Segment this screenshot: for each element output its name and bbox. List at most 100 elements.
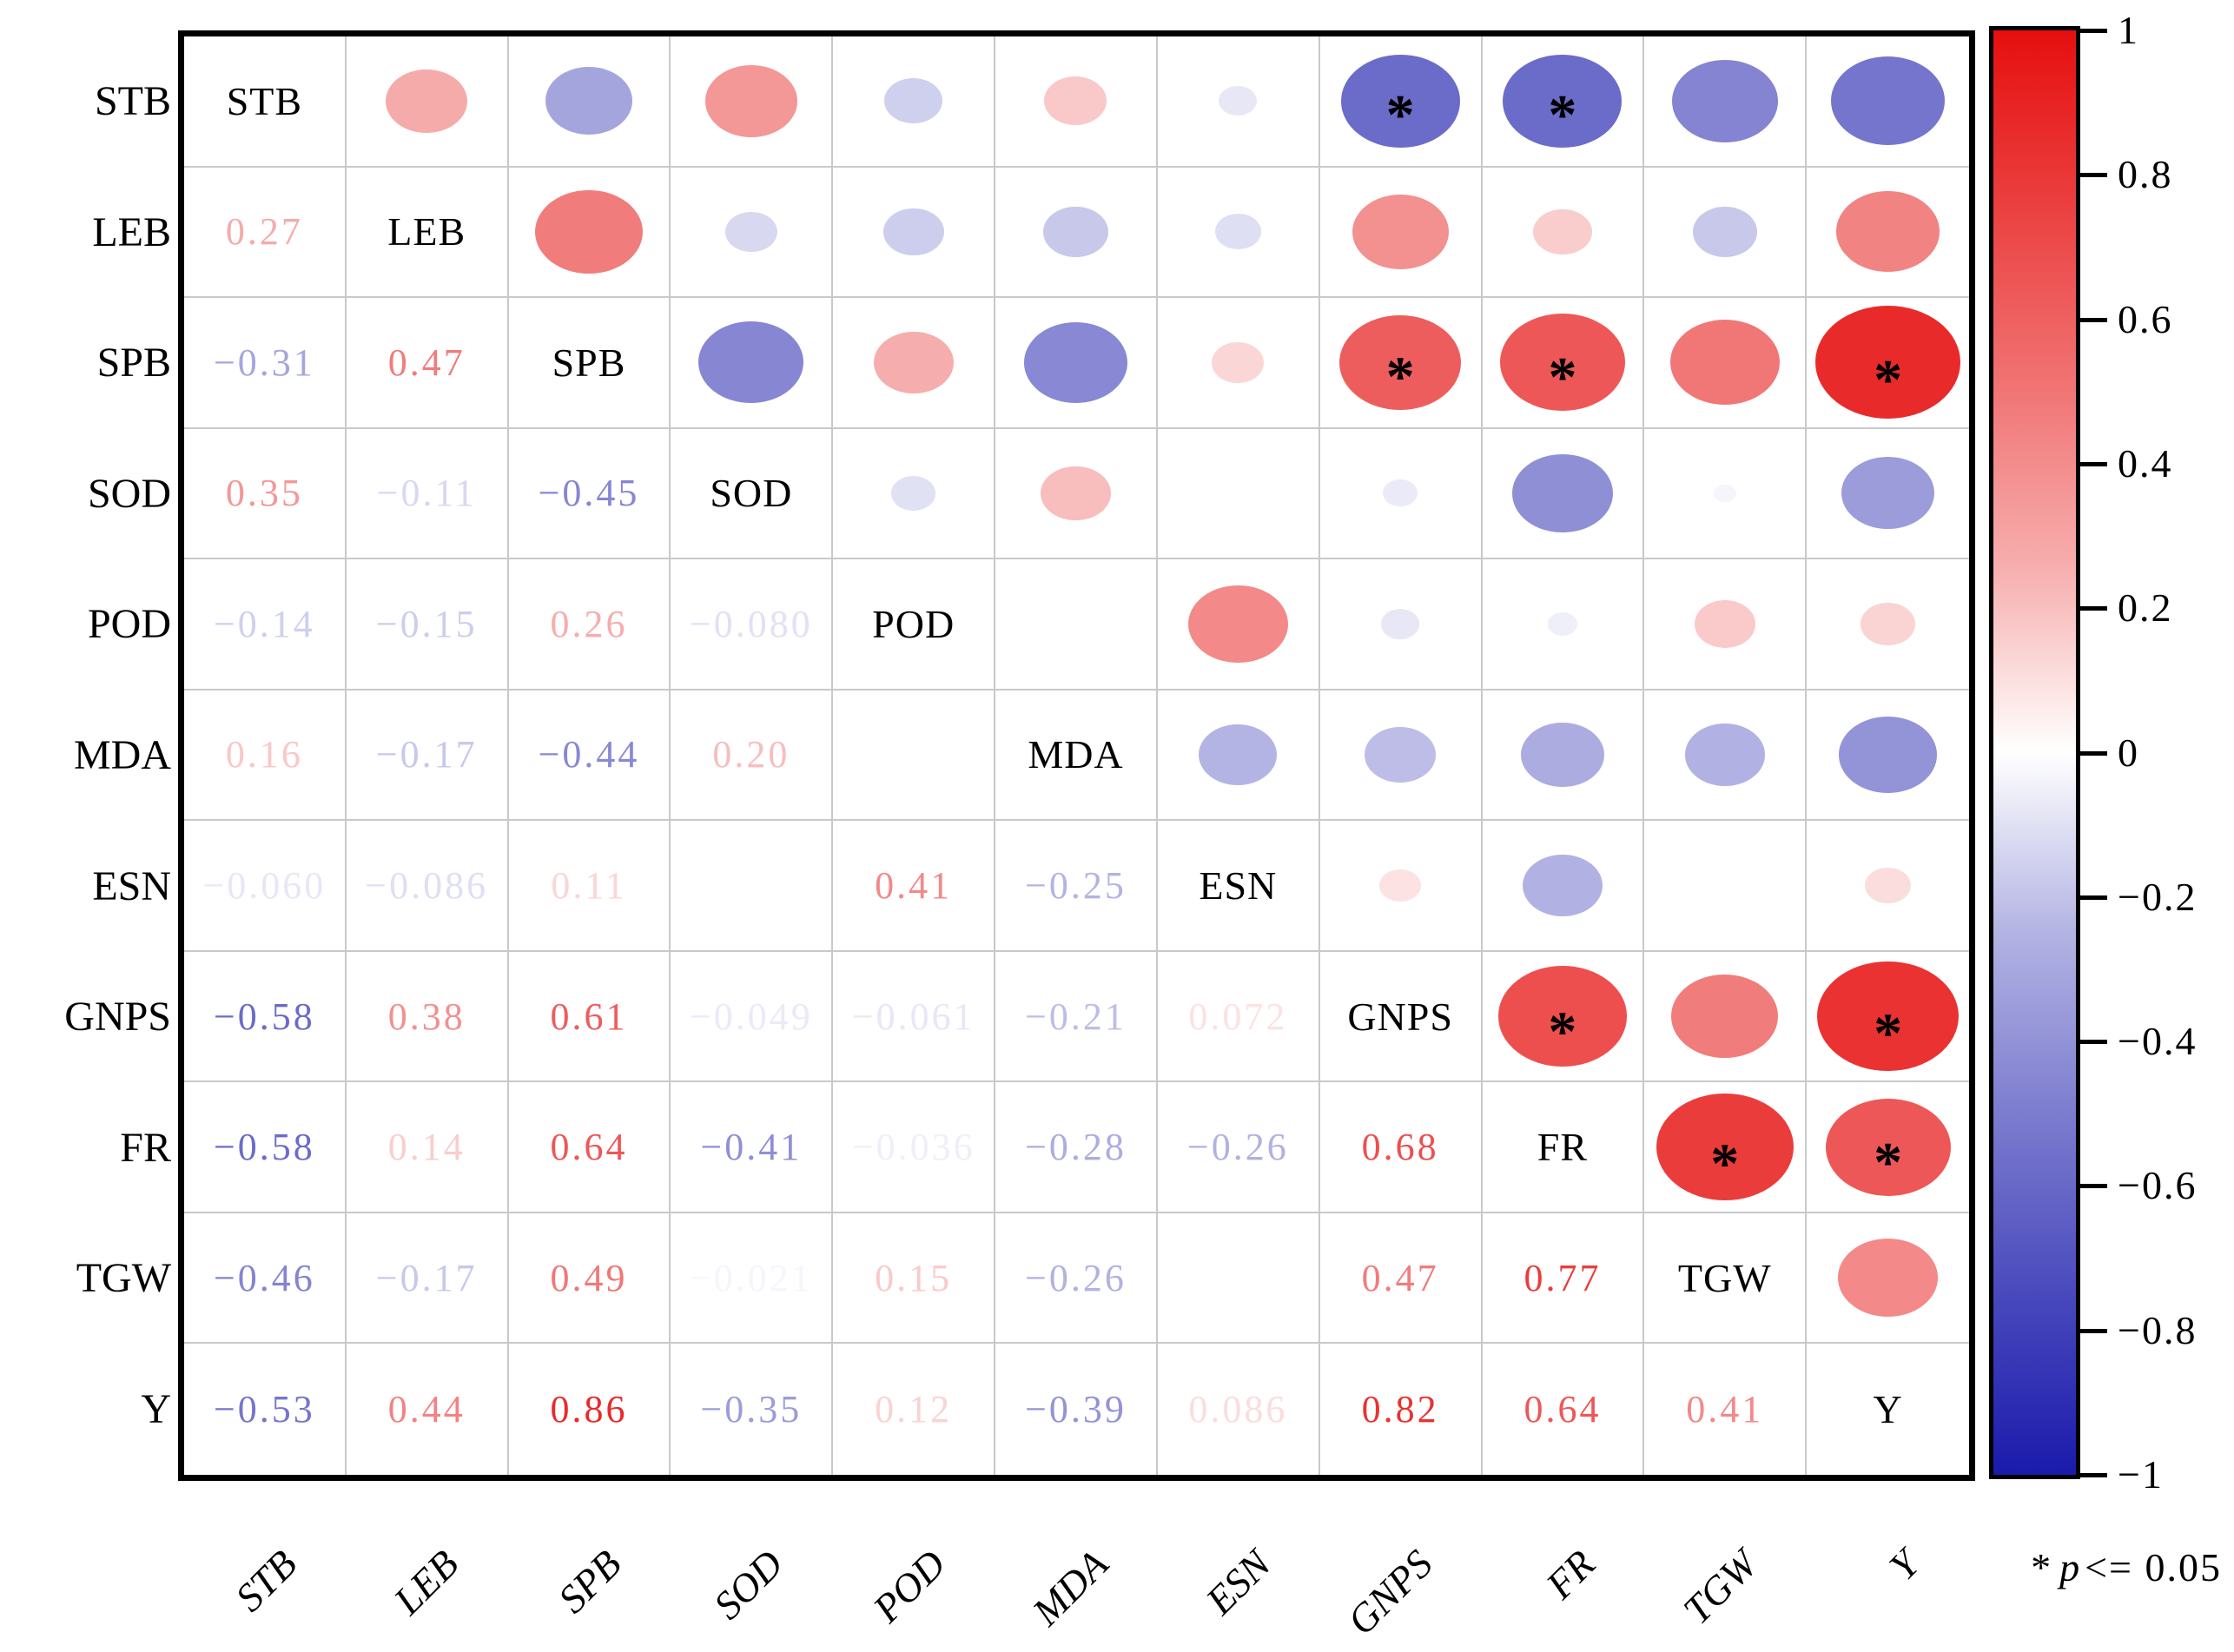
correlation-circle-LEB-TGW [1692,206,1757,257]
colorbar-tick [2076,1328,2107,1333]
correlation-circle-STB-POD [884,78,943,124]
correlation-circle-POD-TGW [1694,600,1755,648]
correlation-circle-SPB-GNPS: * [1338,314,1462,410]
corr-cell-SPB-LEB: 0.47 [346,298,509,429]
corr-cell-POD-SPB: 0.26 [508,559,671,691]
corr-cell-STB-STB: STB [184,36,347,168]
colorbar-tick-label-0.2: 0.2 [2118,585,2173,631]
corr-cell-MDA-SPB: −0.44 [508,690,671,822]
significance-star-SPB-GNPS: * [1385,345,1415,409]
corr-cell-GNPS-FR: * [1482,951,1645,1083]
corr-cell-SOD-SOD: SOD [671,428,834,560]
correlation-circle-SPB-ESN [1212,342,1265,383]
corr-cell-MDA-STB: 0.16 [184,690,347,822]
corr-cell-Y-MDA: −0.39 [995,1344,1158,1475]
corr-cell-TGW-SOD: −0.021 [671,1213,834,1345]
corr-cell-POD-ESN [1157,559,1320,691]
correlation-value-Y-SPB: 0.86 [550,1388,628,1431]
correlation-value-MDA-STB: 0.16 [225,733,303,776]
corr-cell-GNPS-Y: * [1807,952,1969,1083]
corr-cell-POD-LEB: −0.15 [346,559,509,691]
colorbar-tick-label-1: 1 [2118,8,2139,52]
x-axis-label-SPB: SPB [549,1541,630,1622]
colorbar-tick [2076,29,2107,33]
correlation-circle-SOD-Y [1841,457,1934,530]
correlation-circle-FR-Y: * [1825,1098,1951,1196]
corr-cell-SPB-TGW [1644,298,1808,429]
colorbar-tick [2076,750,2107,756]
colorbar-tick [2076,895,2107,900]
correlation-value-ESN-POD: 0.41 [875,864,953,908]
corr-cell-FR-FR: FR [1482,1082,1645,1213]
correlation-value-Y-GNPS: 0.82 [1361,1388,1439,1431]
diagonal-label-POD: POD [872,601,955,646]
corr-cell-MDA-FR [1482,690,1645,822]
y-axis-label-GNPS: GNPS [64,994,171,1041]
x-axis-label-TGW: TGW [1674,1541,1766,1633]
corr-cell-SPB-SPB: SPB [508,298,671,429]
correlation-circle-STB-Y [1831,56,1946,146]
corr-cell-GNPS-TGW [1644,951,1808,1083]
correlation-circle-STB-GNPS: * [1340,54,1460,148]
y-axis-label-FR: FR [120,1124,171,1171]
corr-cell-MDA-Y [1807,691,1969,822]
correlation-value-GNPS-SPB: 0.61 [550,995,628,1038]
correlation-circle-LEB-FR [1533,208,1592,254]
corr-cell-FR-LEB: 0.14 [346,1082,509,1213]
corr-cell-LEB-SPB [508,167,671,299]
colorbar-tick [2076,317,2107,322]
colorbar-tick [2076,173,2107,178]
correlation-value-TGW-STB: −0.46 [213,1256,315,1299]
colorbar-tick-label-−0.4: −0.4 [2118,1019,2198,1064]
corr-cell-TGW-Y [1807,1213,1969,1345]
correlation-value-FR-SPB: 0.64 [550,1126,628,1169]
corr-cell-STB-Y [1807,36,1969,168]
corr-cell-POD-STB: −0.14 [184,559,347,691]
diagonal-label-SOD: SOD [710,471,793,516]
corr-cell-GNPS-POD: −0.061 [833,951,996,1083]
corr-cell-TGW-FR: 0.77 [1482,1213,1645,1345]
correlation-circle-POD-Y [1861,603,1915,645]
correlation-value-FR-POD: −0.036 [851,1126,975,1169]
correlation-circle-LEB-Y [1835,191,1940,273]
colorbar-tick-label-−1: −1 [2118,1452,2164,1497]
corr-cell-TGW-GNPS: 0.47 [1319,1213,1483,1345]
correlation-circle-STB-FR: * [1503,54,1623,148]
colorbar-tick-label-0.6: 0.6 [2118,296,2173,341]
corr-cell-TGW-POD: 0.15 [833,1213,996,1345]
corr-cell-STB-ESN [1157,36,1320,168]
x-axis-label-GNPS: GNPS [1338,1541,1441,1643]
correlation-circle-GNPS-FR: * [1497,966,1628,1067]
correlation-circle-ESN-Y [1865,868,1911,904]
diagonal-label-GNPS: GNPS [1347,994,1453,1039]
correlation-value-Y-ESN: 0.086 [1188,1388,1288,1431]
corr-cell-POD-GNPS [1319,559,1483,691]
corr-cell-Y-Y: Y [1807,1344,1969,1475]
diagonal-label-SPB: SPB [552,340,626,385]
corr-cell-ESN-GNPS [1319,821,1483,952]
corr-cell-SPB-POD [833,298,996,429]
corr-cell-ESN-SOD [671,821,834,952]
corr-cell-TGW-SPB: 0.49 [508,1213,671,1345]
correlation-circle-SOD-GNPS [1383,479,1418,507]
corr-cell-MDA-GNPS [1319,690,1483,822]
corr-cell-SOD-TGW [1644,428,1808,560]
corr-cell-LEB-Y [1807,168,1969,299]
corr-cell-Y-GNPS: 0.82 [1320,1344,1483,1475]
corr-cell-LEB-FR [1482,167,1645,299]
significance-star-SPB-Y: * [1874,348,1903,413]
correlation-value-GNPS-POD: −0.061 [851,995,975,1038]
correlation-value-POD-STB: −0.14 [213,602,315,645]
diagonal-label-MDA: MDA [1028,732,1124,777]
correlation-value-MDA-SOD: 0.20 [712,733,790,776]
significance-star-GNPS-FR: * [1548,1000,1577,1064]
correlation-value-TGW-MDA: −0.26 [1025,1256,1127,1299]
corr-cell-SPB-MDA [995,298,1158,429]
corr-cell-LEB-POD [833,167,996,299]
corr-cell-STB-GNPS: * [1319,36,1483,168]
correlation-value-Y-POD: 0.12 [875,1388,953,1431]
corr-cell-ESN-Y [1807,821,1969,952]
corr-cell-SOD-Y [1807,429,1969,560]
corr-cell-ESN-POD: 0.41 [833,821,996,952]
correlation-circle-LEB-SOD [725,211,777,252]
